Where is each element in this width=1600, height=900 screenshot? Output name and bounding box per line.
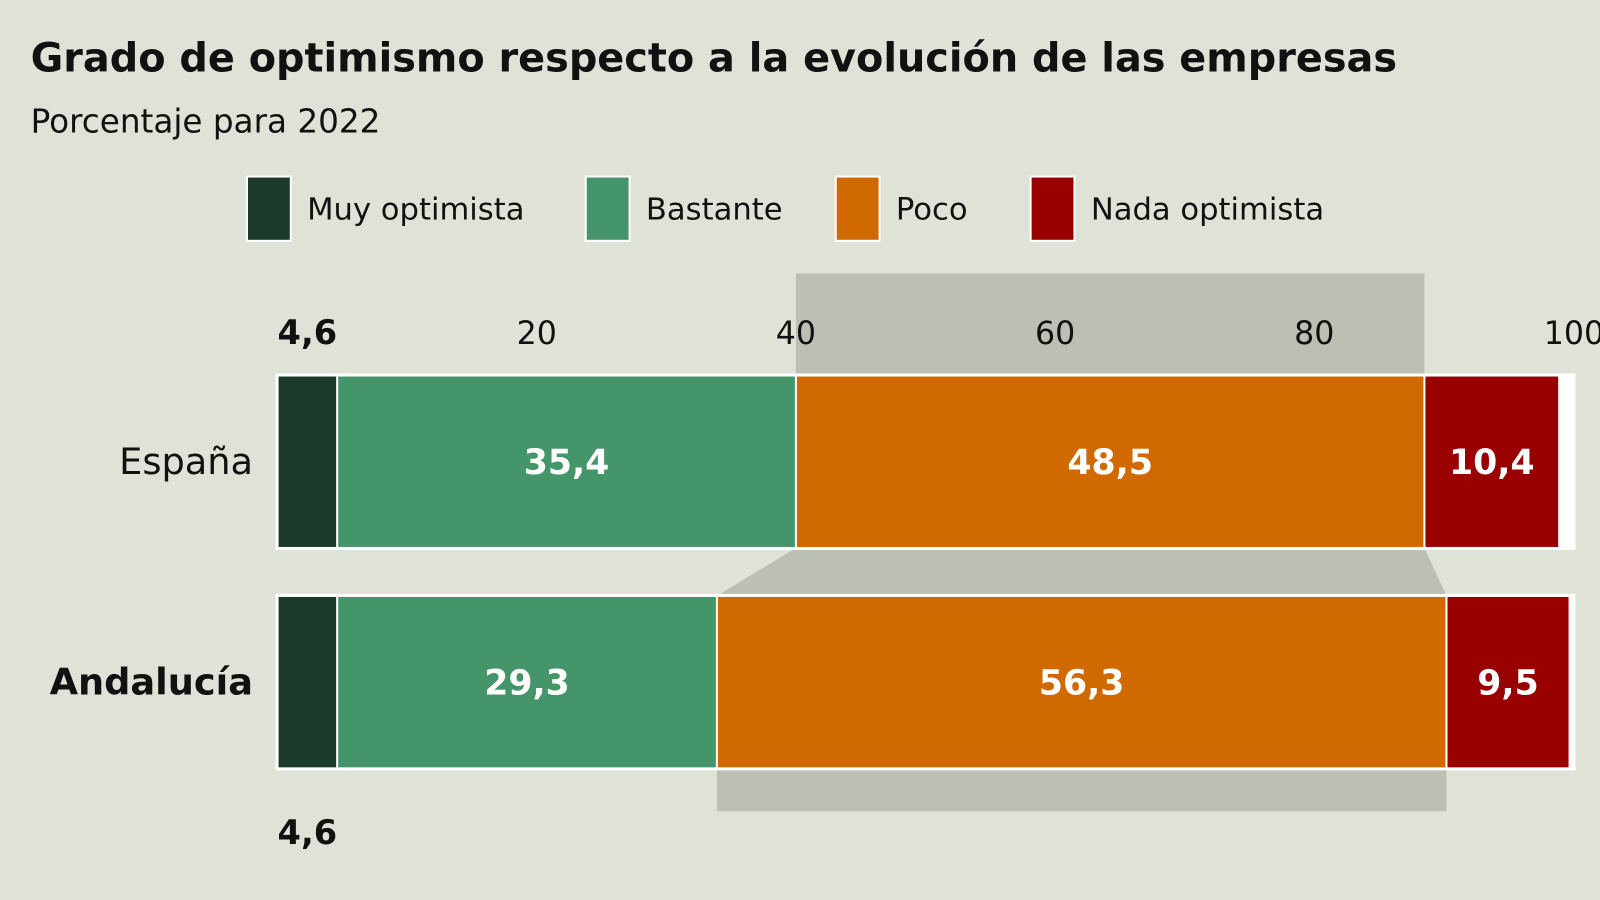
bar-1-1 bbox=[338, 596, 716, 768]
legend-swatch-3 bbox=[1029, 175, 1076, 242]
bar-0-1 bbox=[338, 376, 795, 547]
legend-swatch-0 bbox=[245, 175, 292, 242]
legend: Muy optimista Bastante Poco Nada optimista bbox=[245, 175, 1324, 242]
legend-label-0: Muy optimista bbox=[307, 192, 524, 227]
highlight-band-bottom bbox=[716, 767, 1447, 812]
category-label-1: Andalucía bbox=[50, 660, 253, 703]
highlight-connector bbox=[716, 547, 1447, 596]
chart-subtitle: Porcentaje para 2022 bbox=[31, 103, 381, 141]
legend-label-3: Nada optimista bbox=[1091, 192, 1324, 227]
highlight-band-top bbox=[795, 273, 1425, 376]
bar-0-3 bbox=[1425, 376, 1559, 547]
x-tick-60: 60 bbox=[1035, 316, 1075, 352]
legend-label-2: Poco bbox=[896, 192, 968, 227]
x-tick-80: 80 bbox=[1294, 316, 1334, 352]
data-label-0-2: 48,5 bbox=[1067, 443, 1153, 483]
data-label-0-3: 10,4 bbox=[1449, 443, 1535, 483]
legend-swatch-2 bbox=[834, 175, 881, 242]
highlight-bands bbox=[716, 273, 1447, 812]
bars: España 4,6 35,4 48,5 10,4 Andalucía 4,6 29,3 56,… bbox=[50, 313, 1576, 852]
bar-1-0 bbox=[278, 596, 337, 768]
x-tick-100: 100 bbox=[1544, 316, 1600, 352]
data-label-1-2: 56,3 bbox=[1039, 663, 1125, 703]
x-tick-20: 20 bbox=[517, 316, 557, 352]
data-label-0-1: 35,4 bbox=[524, 443, 610, 483]
legend-swatch-1 bbox=[584, 175, 631, 242]
bar-1-3 bbox=[1447, 596, 1569, 768]
x-tick-40: 40 bbox=[776, 316, 816, 352]
bar-1-2 bbox=[717, 596, 1446, 768]
chart-title: Grado de optimismo respecto a la evoluci… bbox=[31, 35, 1397, 81]
category-label-0: España bbox=[119, 440, 253, 483]
data-label-0-0: 4,6 bbox=[278, 313, 338, 352]
legend-label-1: Bastante bbox=[646, 192, 783, 227]
data-label-1-0: 4,6 bbox=[278, 813, 338, 852]
x-axis-ticks: 20 40 60 80 100 bbox=[517, 316, 1600, 352]
bar-0-0 bbox=[278, 376, 337, 547]
bar-0-2 bbox=[796, 376, 1424, 547]
data-label-1-1: 29,3 bbox=[484, 663, 570, 703]
data-label-1-3: 9,5 bbox=[1477, 663, 1538, 703]
